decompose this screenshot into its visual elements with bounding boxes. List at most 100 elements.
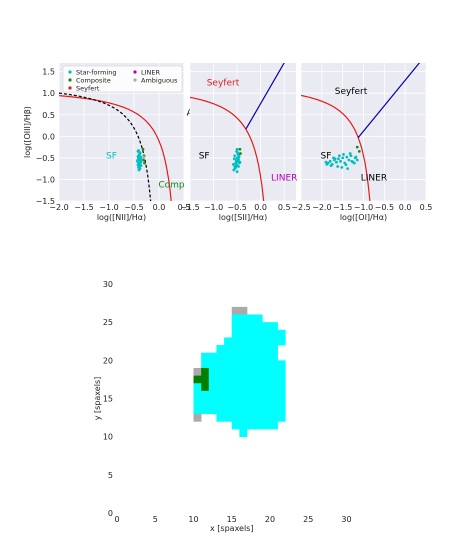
y-tick-label: 25 [103, 318, 113, 327]
panel-content [59, 92, 172, 201]
x-tick-label: 10 [188, 515, 198, 524]
y-tick-label: 5 [108, 471, 113, 480]
spaxel-star-forming [231, 329, 286, 338]
spaxel-star-forming [201, 352, 278, 361]
data-point-star-forming [136, 159, 139, 162]
data-point-star-forming [237, 158, 240, 162]
spaxel-star-forming [208, 383, 286, 392]
x-tick-label: 0.0 [254, 203, 267, 212]
data-point-star-forming [335, 160, 338, 164]
data-point-star-forming [137, 168, 141, 172]
spaxel-star-forming [231, 322, 278, 331]
legend-marker [133, 70, 137, 74]
x-tick-label: −1.5 [180, 203, 199, 212]
data-point-star-forming [235, 150, 239, 153]
spaxel-star-forming [193, 398, 286, 407]
spaxel-star-forming [193, 406, 202, 415]
data-point-composite [239, 152, 242, 155]
x-tick-label: 0.0 [153, 203, 166, 212]
legend-marker [68, 78, 72, 82]
data-point-star-forming [354, 155, 358, 159]
y-tick-label: 0.5 [42, 111, 55, 120]
legend-box [62, 65, 183, 93]
region-label: Seyfert [335, 87, 368, 97]
data-point-star-forming [237, 165, 240, 168]
y-tick-label: 0 [108, 509, 113, 518]
data-point-ambiguous [142, 155, 146, 159]
spaxel-star-forming [208, 367, 286, 376]
data-point-star-forming [355, 158, 359, 162]
data-point-star-forming [348, 152, 352, 155]
kewley-curve [59, 95, 172, 201]
data-point-composite [142, 158, 145, 162]
x-tick-label: −0.5 [375, 203, 394, 212]
spaxel-star-forming [231, 314, 263, 323]
seyfert-liner-line [357, 63, 421, 139]
bpt-diagrams: −2.0 −1.5 −1.0 −0.5 0.0 0.5−1.5−1.0−0.50.00.5… [23, 63, 432, 222]
data-point-star-forming [346, 167, 350, 171]
legend-label: Star-forming [76, 69, 116, 77]
data-point-star-forming [345, 155, 349, 159]
spaxel-star-forming [216, 345, 278, 353]
y-tick-label: 10 [103, 433, 113, 442]
x-tick-label: −0.5 [124, 203, 143, 212]
x-axis-label: log([NII]/Hα) [97, 213, 146, 222]
data-point-star-forming [232, 157, 236, 161]
data-point-composite [355, 145, 359, 149]
data-point-star-forming [333, 157, 337, 161]
y-tick-label: −1.0 [36, 175, 55, 184]
bpt-panel-2: −1.5 −1.0 −0.5 0.0 0.5 log([SII]/Hα) Seyfert SF… [180, 63, 297, 222]
y-tick-label: 0.0 [42, 132, 55, 141]
data-point-composite [357, 150, 361, 153]
y-axis-label: y [spaxels] [93, 377, 102, 420]
spaxel-star-forming [193, 390, 286, 399]
y-tick-label: −1.5 [36, 197, 55, 206]
x-tick-label: −1.0 [354, 203, 373, 212]
spaxel-ambiguous [193, 413, 202, 422]
kewley-curve [301, 94, 371, 201]
spaxel-composite [193, 375, 210, 384]
data-point-composite [143, 161, 146, 165]
y-tick-label: 30 [103, 280, 113, 289]
x-tick-label: −1.0 [99, 203, 118, 212]
region-label: SF [199, 152, 210, 162]
data-point-star-forming [238, 160, 242, 164]
data-point-star-forming [232, 168, 236, 172]
panel-content [301, 63, 421, 201]
region-label: LINER [361, 173, 387, 183]
data-point-star-forming [341, 156, 345, 160]
spaxel-composite [201, 367, 210, 376]
kewley-curve [190, 96, 265, 201]
data-point-composite [141, 147, 145, 151]
data-point-star-forming [339, 159, 342, 163]
data-point-star-forming [347, 158, 351, 162]
spaxel-star-forming [208, 375, 286, 384]
legend-label: Composite [76, 77, 111, 85]
x-axis-label: log([SII]/Hα) [219, 213, 267, 222]
data-point-star-forming [137, 149, 140, 152]
legend-marker [68, 70, 72, 74]
y-tick-label: 1.0 [42, 89, 55, 98]
x-tick-label: −1.0 [204, 203, 223, 212]
x-tick-label: 20 [265, 515, 275, 524]
data-point-star-forming [137, 164, 141, 168]
x-tick-label: 0.5 [278, 203, 291, 212]
region-label: SF [106, 152, 117, 162]
data-point-star-forming [329, 164, 333, 168]
x-tick-label: 0.0 [399, 203, 412, 212]
spaxel-star-forming [201, 360, 286, 369]
x-tick-label: 0 [114, 515, 119, 524]
seyfert-liner-line [245, 63, 285, 130]
x-tick-label: 15 [227, 515, 237, 524]
data-point-star-forming [235, 170, 239, 174]
data-point-star-forming [139, 158, 142, 162]
data-point-star-forming [233, 154, 237, 158]
x-tick-label: −1.5 [74, 203, 93, 212]
spaxel-star-forming [193, 383, 202, 392]
spaxel-composite [201, 383, 210, 392]
legend-label: Ambiguous [141, 77, 178, 85]
data-point-star-forming [352, 161, 356, 165]
data-point-star-forming [235, 147, 239, 151]
